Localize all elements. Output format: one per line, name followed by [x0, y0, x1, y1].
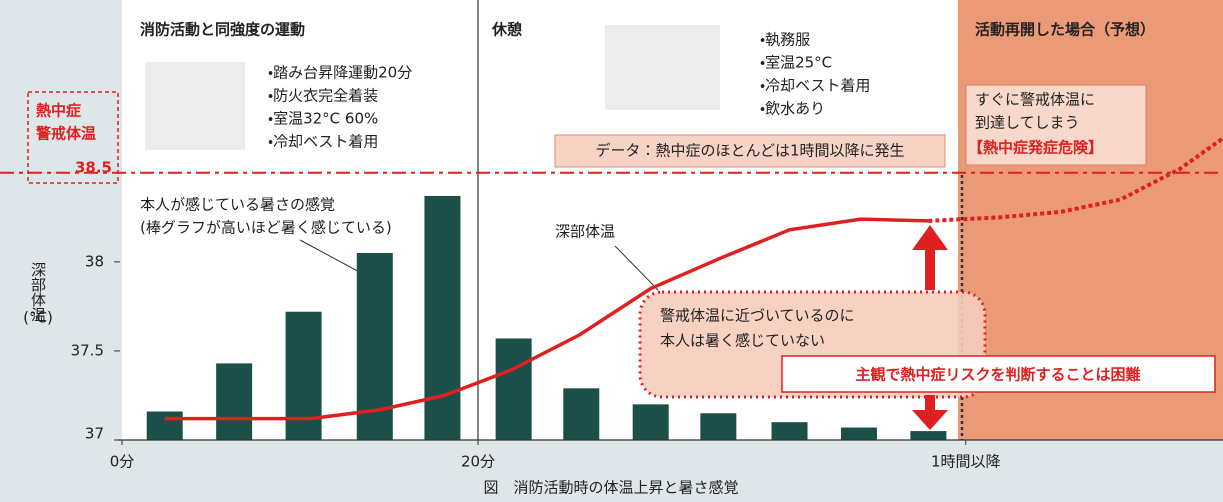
- callout-text: 本人は暑く感じていない: [660, 332, 825, 350]
- data-note: データ：熱中症のほとんどは1時間以降に発生: [595, 142, 904, 160]
- bar: [286, 312, 322, 440]
- forecast-note: 到達してしまう: [975, 114, 1080, 132]
- threshold-label: 警戒体温: [35, 125, 96, 143]
- caption: 図 消防活動時の体温上昇と暑さ感覚: [483, 479, 738, 497]
- desk-image: [605, 25, 720, 110]
- bar: [424, 196, 460, 440]
- bar: [633, 404, 669, 440]
- bar: [216, 363, 252, 440]
- section-bullet: ・室温32°C 60%: [268, 110, 378, 128]
- series-label: 本人が感じている暑さの感覚: [140, 196, 335, 214]
- threshold-value: 38.5: [75, 159, 112, 177]
- series-label: 深部体温: [555, 223, 615, 241]
- bar: [700, 413, 736, 440]
- bar-note: (棒グラフが高いほど暑く感じている): [140, 219, 392, 237]
- section-bullet: ・冷却ベスト着用: [760, 77, 870, 95]
- bar: [563, 388, 599, 440]
- bar: [841, 428, 877, 440]
- bar: [772, 422, 808, 440]
- callout-text: 警戒体温に近づいているのに: [660, 307, 855, 325]
- section-title: 休憩: [491, 21, 522, 39]
- section-title: 活動再開した場合（予想）: [975, 21, 1155, 39]
- chart: 消防活動と同強度の運動 休憩 活動再開した場合（予想） すぐに警戒体温に 到達し…: [0, 0, 1223, 502]
- section-bullet: ・踏み台昇降運動20分: [268, 64, 412, 82]
- section-bullet: ・室温25°C: [760, 54, 832, 72]
- section-bullet: ・執務服: [760, 31, 810, 49]
- x-tick-label: 0分: [110, 453, 135, 471]
- firefighter-image: [145, 62, 245, 150]
- bar: [910, 431, 946, 440]
- bar: [496, 338, 532, 440]
- section-bullet: ・冷却ベスト着用: [268, 133, 378, 151]
- y-tick-label: 37: [85, 425, 104, 443]
- x-tick-label: 20分: [461, 453, 495, 471]
- y-tick-label: 37.5: [71, 341, 104, 359]
- y-axis-unit: (°C): [23, 309, 53, 327]
- x-tick-label: 1時間以降: [931, 453, 1001, 471]
- bar: [147, 411, 183, 440]
- section-title: 消防活動と同強度の運動: [140, 21, 305, 39]
- y-tick-label: 38: [85, 252, 104, 270]
- forecast-warning: 【熱中症発症危険】: [968, 139, 1103, 157]
- section-bullet: ・飲水あり: [760, 100, 825, 118]
- conclusion: 主観で熱中症リスクを判断することは困難: [855, 366, 1140, 384]
- section-bullet: ・防火衣完全着装: [268, 87, 378, 105]
- forecast-note: すぐに警戒体温に: [975, 91, 1095, 109]
- threshold-label: 熱中症: [36, 102, 81, 120]
